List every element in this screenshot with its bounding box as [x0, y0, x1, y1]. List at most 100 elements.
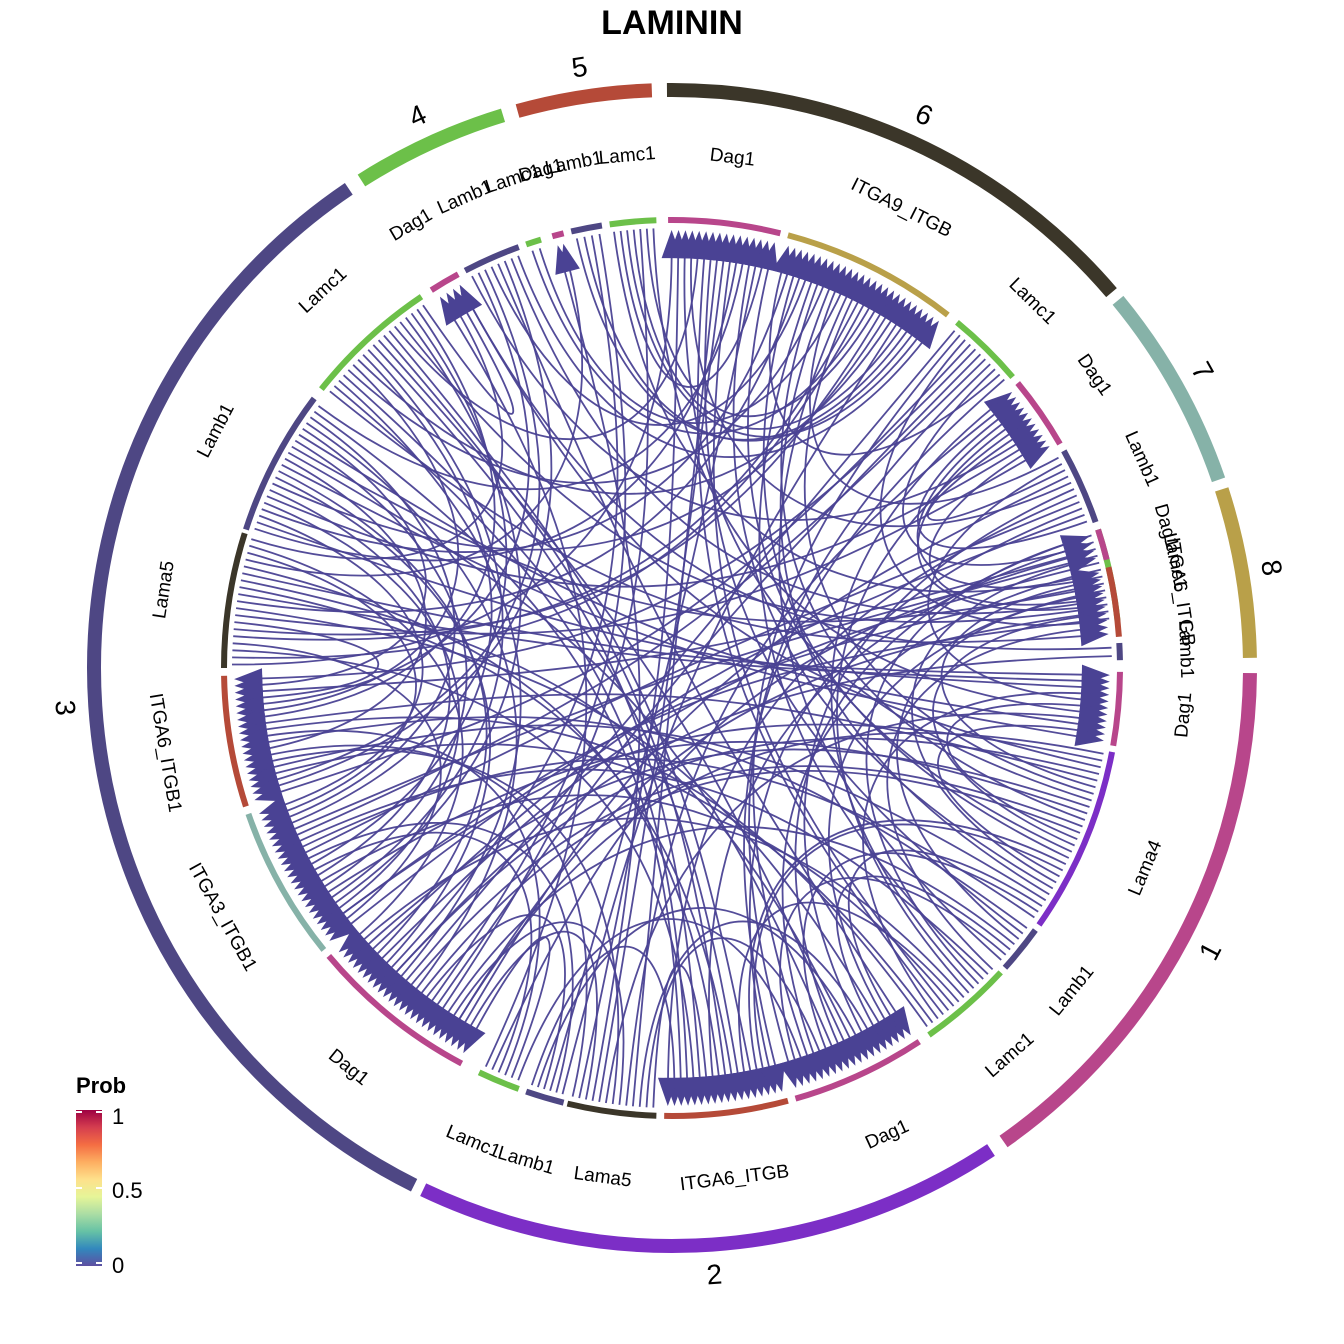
link-arrowhead	[280, 843, 311, 865]
link-arrowhead	[803, 1049, 823, 1080]
sector-arc-5-lamc1	[609, 217, 657, 228]
sector-arc-1-lamc1	[927, 970, 1003, 1038]
link-arrowhead	[740, 1068, 760, 1098]
group-label-7: 7	[1185, 357, 1220, 386]
link-arrowhead	[240, 725, 270, 746]
link-arrowhead	[377, 964, 405, 993]
link	[344, 582, 1104, 930]
prob-legend: Prob 1 0.5 0	[76, 1073, 143, 1278]
group-arc-7	[1112, 295, 1226, 483]
group-arc-2	[420, 1144, 995, 1253]
link	[932, 615, 1087, 847]
group-label-6: 6	[911, 97, 938, 132]
sector-arc-7-lamb1	[1061, 449, 1099, 524]
link-arrowhead	[1081, 677, 1110, 697]
sector-arc-5-lamb1	[570, 222, 603, 235]
link	[619, 230, 765, 388]
link	[432, 353, 982, 1012]
link	[886, 628, 1089, 971]
link-arrowhead	[893, 305, 917, 334]
link	[578, 249, 680, 1099]
sector-label-2-itga6-itgb: ITGA6_ITGB	[679, 1161, 791, 1195]
link	[632, 229, 907, 430]
link	[233, 294, 863, 641]
link	[298, 433, 1087, 726]
link-arrowhead	[908, 316, 934, 346]
sector-label-5-lamb1: Lamb1	[543, 148, 604, 180]
link	[281, 464, 1085, 739]
link	[282, 416, 456, 821]
link	[752, 334, 961, 1063]
link-arrowhead	[751, 240, 772, 271]
link	[390, 655, 1112, 979]
link	[472, 936, 551, 1079]
sector-arc-6-dag1	[668, 217, 782, 237]
legend-tick-1: 1	[112, 1104, 124, 1129]
sector-arc-2-lama5	[566, 1100, 657, 1119]
link	[307, 831, 533, 1073]
link-arrowhead	[234, 668, 263, 689]
sector-label-7-lamb1: Lamb1	[1120, 428, 1163, 490]
link	[258, 514, 424, 809]
link	[562, 264, 641, 1101]
link-arrowhead	[560, 243, 580, 274]
link	[794, 534, 1092, 1051]
sector-label-5-lamc1: Lamc1	[598, 143, 657, 169]
link	[254, 348, 977, 680]
link	[712, 254, 950, 1011]
group-arc-6	[666, 83, 1117, 298]
link	[357, 314, 896, 495]
sector-arc-8-itga6-itgb	[1105, 566, 1122, 637]
link	[416, 769, 1081, 1000]
group-label-8: 8	[1255, 557, 1288, 577]
sector-arc-8-lamb1	[1116, 642, 1123, 661]
link	[748, 363, 991, 1070]
sector-label-6-lamc1: Lamc1	[1005, 274, 1060, 329]
sector-arc-3-dag1	[326, 954, 464, 1067]
sector-arc-2-lamc1	[477, 1069, 520, 1092]
link-arrowhead	[681, 230, 702, 259]
group-label-3: 3	[49, 699, 81, 717]
sector-arc-3-lama5	[221, 532, 248, 669]
link	[605, 712, 1088, 1104]
link	[242, 572, 1090, 676]
link	[247, 551, 417, 815]
sector-label-3-itga3-itgb1: ITGA3_ITGB1	[184, 859, 261, 974]
group-arc-5	[515, 83, 653, 118]
link	[836, 428, 1016, 994]
link	[233, 307, 885, 636]
link	[422, 304, 515, 415]
link	[336, 617, 1110, 919]
link-arrowhead	[1081, 664, 1110, 685]
sector-label-8-lamb1: Lamb1	[1174, 620, 1197, 679]
link	[261, 266, 791, 553]
links-layer	[231, 228, 1112, 1108]
link	[234, 621, 380, 699]
link	[256, 308, 496, 719]
link	[249, 544, 464, 940]
link	[295, 757, 1035, 919]
sector-label-3-lamb1: Lamb1	[193, 400, 238, 461]
sector-label-1-lama4: Lama4	[1125, 837, 1167, 899]
link	[372, 344, 702, 1086]
sector-arc-1-lama4	[1036, 751, 1116, 927]
link	[328, 317, 522, 908]
link-arrowhead	[1075, 594, 1105, 615]
link	[236, 270, 803, 613]
sector-label-2-dag1: Dag1	[862, 1116, 912, 1154]
link-arrowhead	[1079, 689, 1109, 710]
link	[317, 256, 745, 491]
link-arrowhead	[677, 1077, 698, 1106]
link	[917, 423, 1108, 611]
link	[497, 263, 901, 1019]
link	[377, 339, 848, 1048]
link	[454, 610, 1109, 1026]
link	[254, 255, 739, 562]
link	[460, 475, 1069, 1030]
link	[690, 250, 1072, 528]
sector-arc-4-lamc1	[525, 236, 542, 248]
link-arrowhead	[661, 230, 682, 259]
link	[916, 418, 1103, 589]
link-arrowhead	[828, 1038, 849, 1069]
link-arrowhead	[1069, 569, 1100, 589]
